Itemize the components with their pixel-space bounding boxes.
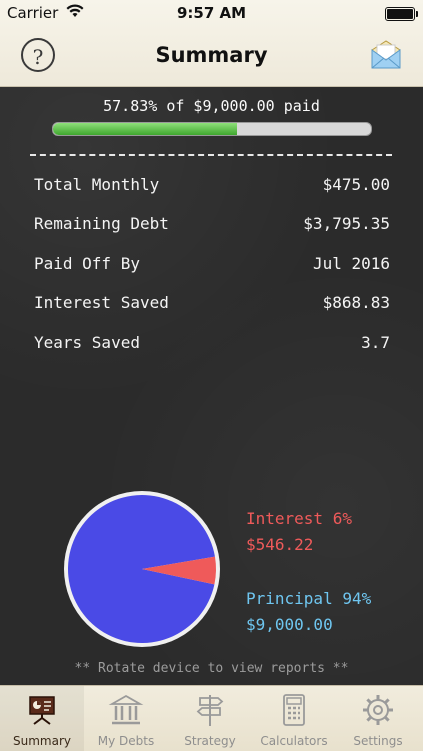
tab-strategy[interactable]: Strategy bbox=[168, 686, 252, 751]
tab-bar: Summary My Debts Strategy Calculators bbox=[0, 685, 423, 751]
row-value: 3.7 bbox=[361, 333, 390, 352]
chalkboard: 57.83% of $9,000.00 paid Total Monthly $… bbox=[0, 87, 423, 685]
tab-label: Settings bbox=[353, 734, 403, 748]
top-bar: Carrier 9:57 AM ? Summary bbox=[0, 0, 423, 87]
mail-button[interactable] bbox=[368, 38, 404, 72]
page-title: Summary bbox=[155, 43, 268, 67]
row-value: $475.00 bbox=[322, 175, 390, 194]
status-time: 9:57 AM bbox=[176, 4, 247, 22]
legend-interest-label: Interest 6% bbox=[246, 509, 352, 528]
gear-icon bbox=[363, 695, 393, 725]
tab-summary[interactable]: Summary bbox=[0, 686, 84, 751]
row-label: Years Saved bbox=[34, 333, 140, 352]
summary-row-interest-saved: Interest Saved $868.83 bbox=[34, 293, 390, 319]
carrier-label: Carrier bbox=[7, 4, 59, 22]
envelope-icon bbox=[371, 40, 401, 69]
row-label: Remaining Debt bbox=[34, 214, 169, 233]
battery-icon bbox=[385, 7, 418, 21]
presentation-icon bbox=[29, 696, 55, 725]
divider bbox=[30, 154, 392, 156]
row-value: Jul 2016 bbox=[312, 254, 390, 273]
tab-label: My Debts bbox=[97, 734, 155, 748]
pie-slice-interest bbox=[142, 556, 217, 585]
status-bar: Carrier 9:57 AM bbox=[0, 0, 423, 26]
tab-label: Calculators bbox=[260, 734, 328, 748]
legend-principal-amount: $9,000.00 bbox=[246, 615, 333, 634]
progress-text: 57.83% of $9,000.00 paid bbox=[103, 97, 320, 115]
legend-interest-amount: $546.22 bbox=[246, 535, 314, 554]
row-value: $868.83 bbox=[322, 293, 390, 312]
summary-row-years-saved: Years Saved 3.7 bbox=[34, 333, 390, 359]
tab-label: Strategy bbox=[184, 734, 236, 748]
pie-slice-principal bbox=[68, 495, 215, 644]
summary-row-paid-off-by: Paid Off By Jul 2016 bbox=[34, 254, 390, 280]
bank-icon bbox=[108, 694, 144, 725]
row-label: Paid Off By bbox=[34, 254, 140, 273]
summary-row-total-monthly: Total Monthly $475.00 bbox=[34, 175, 390, 201]
legend-principal-label: Principal 94% bbox=[246, 589, 372, 608]
progress-fill bbox=[53, 123, 237, 135]
tab-label: Summary bbox=[13, 734, 71, 748]
help-button[interactable]: ? bbox=[21, 38, 55, 72]
summary-row-remaining-debt: Remaining Debt $3,795.35 bbox=[34, 214, 390, 240]
pie-chart bbox=[62, 489, 222, 649]
tab-settings[interactable]: Settings bbox=[336, 686, 423, 751]
rotate-hint: ** Rotate device to view reports ** bbox=[74, 661, 349, 676]
tab-calculators[interactable]: Calculators bbox=[252, 686, 336, 751]
progress-bar bbox=[52, 122, 372, 136]
row-label: Interest Saved bbox=[34, 293, 169, 312]
signpost-icon bbox=[196, 695, 224, 726]
calculator-icon bbox=[283, 694, 305, 726]
tab-my-debts[interactable]: My Debts bbox=[84, 686, 168, 751]
row-value: $3,795.35 bbox=[303, 214, 390, 233]
row-label: Total Monthly bbox=[34, 175, 160, 194]
wifi-icon bbox=[66, 4, 84, 22]
